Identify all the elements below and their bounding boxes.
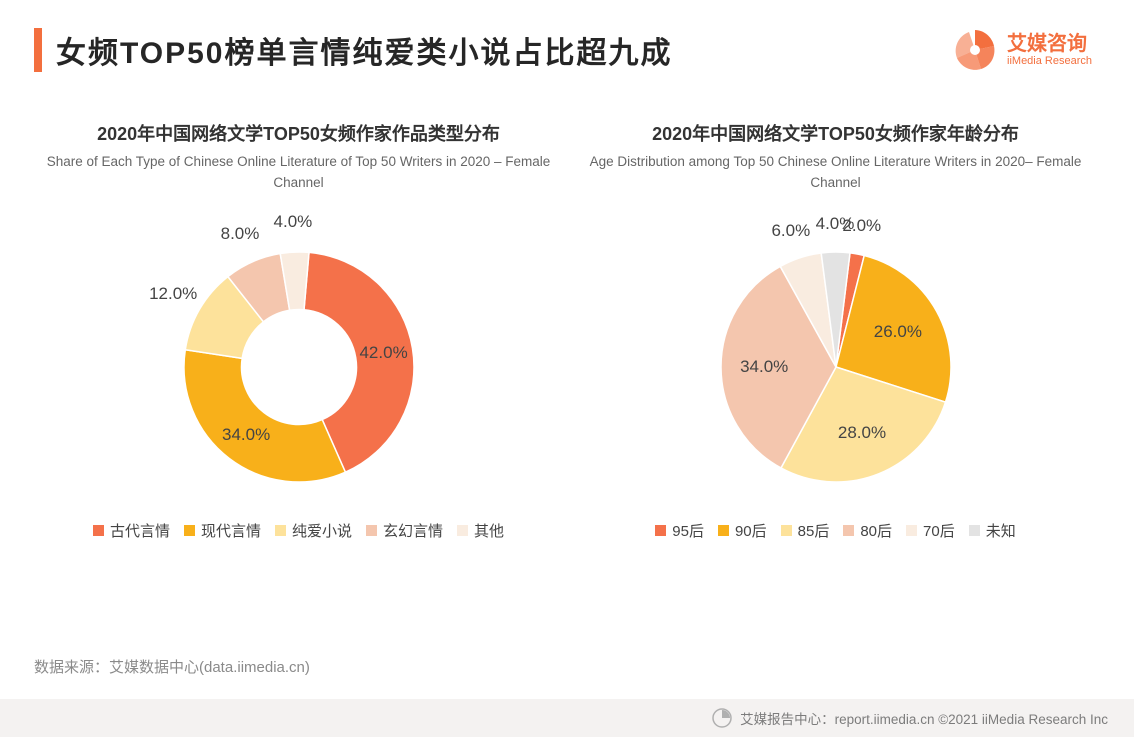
type-chart-legend-item: 纯爱小说 [275, 520, 352, 541]
type-chart-slice-label: 4.0% [274, 212, 313, 232]
legend-swatch-icon [969, 525, 980, 536]
type-chart-slice-label: 42.0% [359, 343, 407, 363]
chart-right-canvas: 2.0%26.0%28.0%34.0%6.0%4.0% [576, 212, 1096, 512]
age-chart-slice-label: 6.0% [771, 221, 810, 241]
legend-label: 85后 [798, 520, 830, 541]
legend-label: 现代言情 [201, 520, 261, 541]
age-chart-legend-item: 未知 [969, 520, 1016, 541]
chart-age-distribution: 2020年中国网络文学TOP50女频作家年龄分布 Age Distributio… [576, 120, 1096, 541]
type-chart-legend-item: 古代言情 [93, 520, 170, 541]
chart-type-distribution: 2020年中国网络文学TOP50女频作家作品类型分布 Share of Each… [39, 120, 559, 541]
age-chart-legend-item: 90后 [718, 520, 767, 541]
title-accent-bar [34, 28, 42, 72]
brand-logo-text: 艾媒咨询 iiMedia Research [1007, 33, 1092, 67]
legend-swatch-icon [843, 525, 854, 536]
type-chart-slice-label: 12.0% [149, 284, 197, 304]
age-chart-slice-label: 28.0% [838, 423, 886, 443]
legend-swatch-icon [184, 525, 195, 536]
legend-label: 95后 [672, 520, 704, 541]
age-chart-legend-item: 95后 [655, 520, 704, 541]
chart-left-title-cn: 2020年中国网络文学TOP50女频作家作品类型分布 [39, 120, 559, 146]
age-chart-legend-item: 80后 [843, 520, 892, 541]
type-chart-slice-label: 8.0% [221, 224, 260, 244]
legend-label: 玄幻言情 [383, 520, 443, 541]
footer-text: 艾媒报告中心：report.iimedia.cn ©2021 iiMedia R… [740, 708, 1108, 728]
brand-name-en: iiMedia Research [1007, 55, 1092, 67]
legend-swatch-icon [275, 525, 286, 536]
type-chart-legend-item: 玄幻言情 [366, 520, 443, 541]
age-chart-legend-item: 70后 [906, 520, 955, 541]
legend-label: 古代言情 [110, 520, 170, 541]
page-title: 女频TOP50榜单言情纯爱类小说占比超九成 [56, 28, 673, 72]
chart-right-legend: 95后 90后 85后 80后 70后 未知 [576, 520, 1096, 541]
age-chart-slice-label: 34.0% [740, 357, 788, 377]
data-source: 数据来源：艾媒数据中心(data.iimedia.cn) [34, 656, 310, 677]
legend-label: 未知 [986, 520, 1016, 541]
footer-logo-icon [712, 708, 732, 728]
legend-swatch-icon [718, 525, 729, 536]
legend-swatch-icon [906, 525, 917, 536]
legend-swatch-icon [457, 525, 468, 536]
chart-left-canvas: 42.0% 34.0% 12.0% 8.0% 4.0% [39, 212, 559, 512]
legend-swatch-icon [655, 525, 666, 536]
legend-label: 70后 [923, 520, 955, 541]
brand-name-cn: 艾媒咨询 [1007, 33, 1092, 55]
legend-label: 90后 [735, 520, 767, 541]
type-chart-slice [184, 350, 345, 482]
brand-logo-icon [951, 26, 999, 74]
footer-bar: 艾媒报告中心：report.iimedia.cn ©2021 iiMedia R… [0, 699, 1134, 737]
chart-left-title-en: Share of Each Type of Chinese Online Lit… [39, 152, 559, 194]
type-chart-legend-item: 其他 [457, 520, 504, 541]
chart-right-title-cn: 2020年中国网络文学TOP50女频作家年龄分布 [576, 120, 1096, 146]
legend-swatch-icon [93, 525, 104, 536]
type-chart-slice-label: 34.0% [222, 425, 270, 445]
legend-label: 纯爱小说 [292, 520, 352, 541]
legend-swatch-icon [781, 525, 792, 536]
age-chart-slice-label: 4.0% [816, 214, 855, 234]
legend-label: 其他 [474, 520, 504, 541]
legend-swatch-icon [366, 525, 377, 536]
chart-right-title-en: Age Distribution among Top 50 Chinese On… [576, 152, 1096, 194]
age-chart-legend-item: 85后 [781, 520, 830, 541]
brand-logo: 艾媒咨询 iiMedia Research [951, 26, 1092, 74]
legend-label: 80后 [860, 520, 892, 541]
charts-row: 2020年中国网络文学TOP50女频作家作品类型分布 Share of Each… [0, 72, 1134, 541]
chart-left-legend: 古代言情 现代言情 纯爱小说 玄幻言情 其他 [39, 520, 559, 541]
age-chart-slice-label: 26.0% [874, 322, 922, 342]
type-chart-legend-item: 现代言情 [184, 520, 261, 541]
